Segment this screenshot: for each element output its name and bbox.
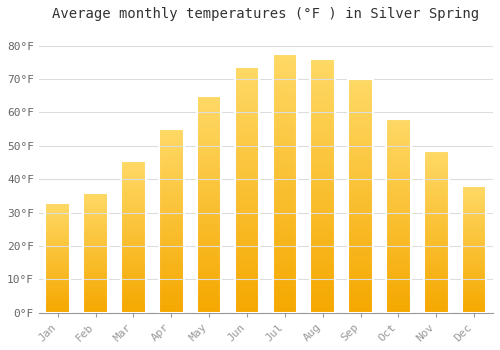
Bar xyxy=(386,119,410,313)
Bar xyxy=(310,59,335,313)
Bar xyxy=(462,186,486,313)
Bar xyxy=(348,79,373,313)
Bar xyxy=(121,161,146,313)
Bar xyxy=(272,54,297,313)
Bar xyxy=(197,96,222,313)
Bar xyxy=(234,68,260,313)
Bar xyxy=(424,151,448,313)
Bar xyxy=(159,129,184,313)
Bar xyxy=(84,193,108,313)
Title: Average monthly temperatures (°F ) in Silver Spring: Average monthly temperatures (°F ) in Si… xyxy=(52,7,480,21)
Bar xyxy=(46,203,70,313)
